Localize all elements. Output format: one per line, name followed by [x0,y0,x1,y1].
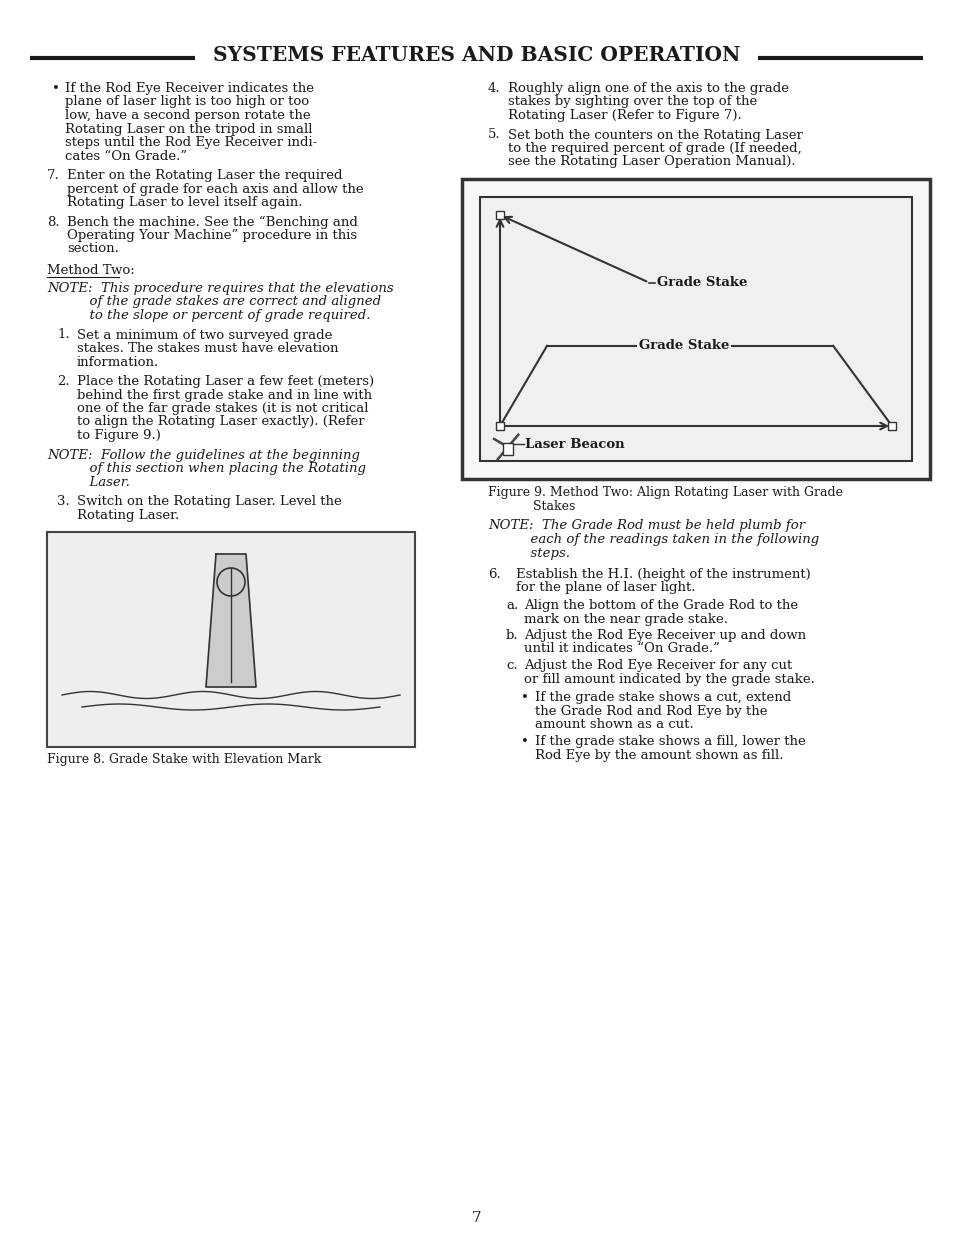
Text: NOTE:  The Grade Rod must be held plumb for: NOTE: The Grade Rod must be held plumb f… [488,520,804,532]
Bar [479,198,911,461]
Text: •: • [520,736,528,748]
Text: Adjust the Rod Eye Receiver for any cut: Adjust the Rod Eye Receiver for any cut [523,659,791,672]
Text: to the slope or percent of grade required.: to the slope or percent of grade require… [47,309,370,322]
Text: 7.: 7. [47,169,60,182]
Text: section.: section. [67,242,119,256]
Text: each of the readings taken in the following: each of the readings taken in the follow… [488,534,819,546]
Bar [461,179,929,479]
Text: Establish the H.I. (height of the instrument): Establish the H.I. (height of the instru… [516,568,810,580]
Text: Rotating Laser.: Rotating Laser. [77,509,179,521]
Text: to Figure 9.): to Figure 9.) [77,429,161,442]
Text: Figure 9. Method Two: Align Rotating Laser with Grade: Figure 9. Method Two: Align Rotating Las… [488,487,842,499]
Text: of the grade stakes are correct and aligned: of the grade stakes are correct and alig… [47,295,381,309]
Text: c.: c. [505,659,517,672]
Text: plane of laser light is too high or too: plane of laser light is too high or too [65,95,309,109]
Text: Adjust the Rod Eye Receiver up and down: Adjust the Rod Eye Receiver up and down [523,629,805,642]
Text: steps until the Rod Eye Receiver indi-: steps until the Rod Eye Receiver indi- [65,136,317,149]
Text: If the grade stake shows a fill, lower the: If the grade stake shows a fill, lower t… [535,736,805,748]
Text: SYSTEMS FEATURES AND BASIC OPERATION: SYSTEMS FEATURES AND BASIC OPERATION [213,44,740,65]
Text: Roughly align one of the axis to the grade: Roughly align one of the axis to the gra… [507,82,788,95]
Text: Align the bottom of the Grade Rod to the: Align the bottom of the Grade Rod to the [523,599,798,613]
Text: 7: 7 [472,1212,481,1225]
Text: If the grade stake shows a cut, extend: If the grade stake shows a cut, extend [535,692,790,704]
Polygon shape [206,555,255,687]
Bar [502,443,513,454]
Text: behind the first grade stake and in line with: behind the first grade stake and in line… [77,389,372,401]
Text: b.: b. [505,629,518,642]
Text: Grade Stake: Grade Stake [657,275,746,289]
Text: mark on the near grade stake.: mark on the near grade stake. [523,613,727,625]
Text: cates “On Grade.”: cates “On Grade.” [65,149,187,163]
Text: to the required percent of grade (If needed,: to the required percent of grade (If nee… [507,142,801,156]
Text: Bench the machine. See the “Benching and: Bench the machine. See the “Benching and [67,215,357,228]
Text: for the plane of laser light.: for the plane of laser light. [516,582,695,594]
Text: Rod Eye by the amount shown as fill.: Rod Eye by the amount shown as fill. [535,748,782,762]
Text: Set a minimum of two surveyed grade: Set a minimum of two surveyed grade [77,329,332,342]
Text: until it indicates “On Grade.”: until it indicates “On Grade.” [523,642,720,656]
Text: Rotating Laser (Refer to Figure 7).: Rotating Laser (Refer to Figure 7). [507,109,741,122]
Text: Method Two:: Method Two: [47,264,134,277]
Text: Switch on the Rotating Laser. Level the: Switch on the Rotating Laser. Level the [77,495,341,508]
Text: Rotating Laser on the tripod in small: Rotating Laser on the tripod in small [65,122,313,136]
Text: Laser.: Laser. [47,475,130,489]
Bar [496,422,503,430]
Text: low, have a second person rotate the: low, have a second person rotate the [65,109,311,122]
Text: percent of grade for each axis and allow the: percent of grade for each axis and allow… [67,183,363,195]
Text: to align the Rotating Laser exactly). (Refer: to align the Rotating Laser exactly). (R… [77,415,364,429]
Text: see the Rotating Laser Operation Manual).: see the Rotating Laser Operation Manual)… [507,156,795,168]
Text: 4.: 4. [488,82,500,95]
Text: If the Rod Eye Receiver indicates the: If the Rod Eye Receiver indicates the [65,82,314,95]
Text: 2.: 2. [57,375,70,388]
Text: Place the Rotating Laser a few feet (meters): Place the Rotating Laser a few feet (met… [77,375,374,388]
Text: Rotating Laser to level itself again.: Rotating Laser to level itself again. [67,196,302,209]
Text: •: • [520,692,528,704]
Text: steps.: steps. [488,547,569,559]
Text: or fill amount indicated by the grade stake.: or fill amount indicated by the grade st… [523,673,814,685]
Text: Grade Stake: Grade Stake [639,340,729,352]
Text: Laser Beacon: Laser Beacon [524,437,624,451]
Text: •: • [52,82,60,95]
Text: Enter on the Rotating Laser the required: Enter on the Rotating Laser the required [67,169,342,182]
Text: 6.: 6. [488,568,500,580]
Text: one of the far grade stakes (it is not critical: one of the far grade stakes (it is not c… [77,403,368,415]
Text: the Grade Rod and Rod Eye by the: the Grade Rod and Rod Eye by the [535,704,767,718]
Text: 5.: 5. [488,128,500,142]
Text: Operating Your Machine” procedure in this: Operating Your Machine” procedure in thi… [67,228,356,242]
Text: 3.: 3. [57,495,70,508]
Text: NOTE:  This procedure requires that the elevations: NOTE: This procedure requires that the e… [47,282,394,295]
Text: information.: information. [77,356,159,368]
Text: Stakes: Stakes [533,499,575,513]
Text: stakes. The stakes must have elevation: stakes. The stakes must have elevation [77,342,338,354]
Text: Figure 8. Grade Stake with Elevation Mark: Figure 8. Grade Stake with Elevation Mar… [47,753,321,766]
Bar [887,422,895,430]
Text: a.: a. [505,599,517,613]
Text: stakes by sighting over the top of the: stakes by sighting over the top of the [507,95,757,109]
Text: 8.: 8. [47,215,59,228]
Text: amount shown as a cut.: amount shown as a cut. [535,718,693,731]
Bar [47,532,415,747]
Text: 1.: 1. [57,329,70,342]
Text: of this section when placing the Rotating: of this section when placing the Rotatin… [47,462,366,475]
Text: NOTE:  Follow the guidelines at the beginning: NOTE: Follow the guidelines at the begin… [47,448,359,462]
Text: Set both the counters on the Rotating Laser: Set both the counters on the Rotating La… [507,128,802,142]
Bar [496,211,503,219]
